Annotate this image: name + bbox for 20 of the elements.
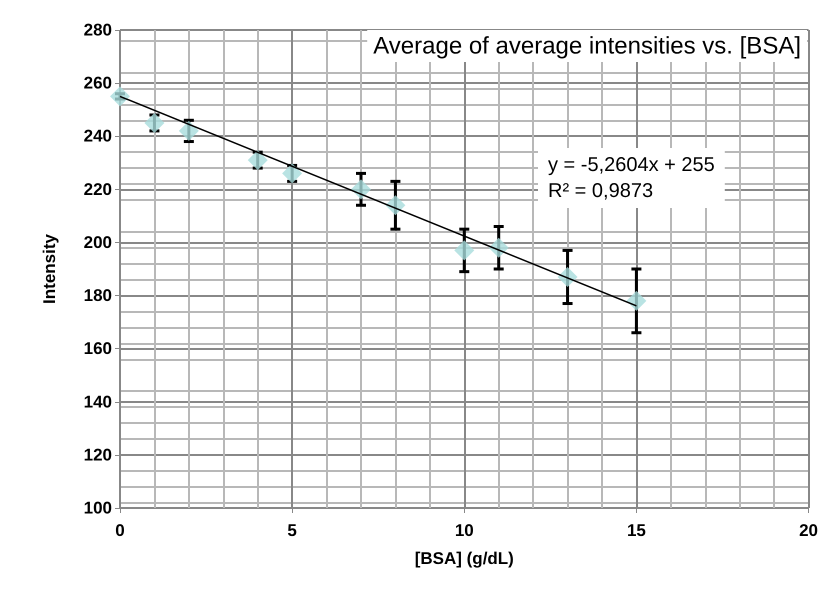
y-tick-label: 180 xyxy=(84,286,112,306)
x-tick-label: 0 xyxy=(115,521,125,540)
y-tick-label: 140 xyxy=(84,392,112,412)
y-tick-label: 160 xyxy=(84,339,112,358)
y-tick-label: 260 xyxy=(84,74,112,93)
y-tick-label: 280 xyxy=(84,20,112,40)
chart-title: Average of average intensities vs. [BSA] xyxy=(373,32,802,60)
y-axis-title: Intensity xyxy=(40,234,59,304)
y-tick-label: 220 xyxy=(84,180,112,199)
annotation: y = -5,2604x + 255 xyxy=(548,154,715,176)
x-tick-label: 10 xyxy=(454,521,474,540)
y-tick-label: 240 xyxy=(84,126,112,146)
x-tick-label: 15 xyxy=(626,521,646,540)
x-tick-label: 5 xyxy=(287,521,297,540)
annotation: R² = 0,9873 xyxy=(548,180,654,202)
y-tick-label: 200 xyxy=(84,232,112,252)
x-axis-title: [BSA] (g/dL) xyxy=(414,549,514,568)
x-tick-label: 20 xyxy=(799,521,818,540)
y-tick-label: 120 xyxy=(84,445,112,464)
y-tick-label: 100 xyxy=(84,498,112,518)
